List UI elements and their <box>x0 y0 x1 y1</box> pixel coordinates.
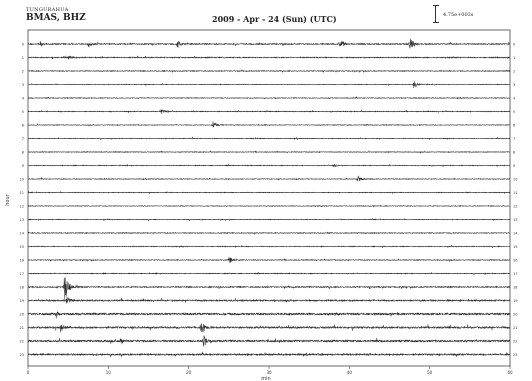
hour-tick-label-right: 3 <box>513 83 515 87</box>
trace-hour-6 <box>27 121 511 128</box>
hour-tick-label-right: 12 <box>513 205 517 209</box>
hour-tick-label-right: 10 <box>513 178 517 182</box>
hour-tick-label: 14 <box>20 232 25 236</box>
x-tick-label: 20 <box>186 370 192 375</box>
hour-tick-label: 22 <box>20 340 24 344</box>
hour-tick-label-right: 4 <box>513 97 516 101</box>
trace-group <box>27 38 511 358</box>
x-tick-label: 30 <box>266 370 272 375</box>
trace-hour-7 <box>27 136 511 141</box>
x-tick-label: 0 <box>27 370 30 375</box>
hour-tick-label-right: 20 <box>513 313 517 317</box>
hour-tick-label-right: 6 <box>513 124 515 128</box>
hour-tick-label-right: 23 <box>513 353 517 357</box>
trace-hour-11 <box>27 190 511 195</box>
hour-tick-label-right: 19 <box>513 299 517 303</box>
hour-tick-label: 4 <box>22 97 25 101</box>
trace-hour-5 <box>27 109 511 114</box>
hour-tick-label: 18 <box>20 286 24 290</box>
hour-tick-label-right: 21 <box>513 326 517 330</box>
hour-tick-label: 3 <box>22 83 24 87</box>
hour-tick-label-right: 7 <box>513 137 515 141</box>
hour-tick-label-right: 2 <box>513 70 515 74</box>
trace-hour-10 <box>27 175 511 182</box>
trace-hour-18 <box>27 277 511 300</box>
hour-tick-label: 20 <box>20 313 24 317</box>
plot-frame <box>27 29 511 367</box>
station-name: BMAS, BHZ <box>26 13 86 23</box>
hour-tick-label-right: 1 <box>513 56 515 60</box>
y-axis-label: hour <box>5 193 11 205</box>
hour-tick-label-right: 16 <box>513 259 517 263</box>
trace-hour-15 <box>27 244 511 249</box>
station-code: TUNGURAHUA <box>26 7 69 13</box>
x-axis-label: min <box>261 376 270 381</box>
trace-hour-1 <box>27 55 511 60</box>
trace-hour-23 <box>27 351 511 358</box>
hour-tick-label: 0 <box>22 43 24 47</box>
trace-hour-20 <box>27 311 511 319</box>
trace-hour-8 <box>27 149 511 154</box>
x-tick-label: 10 <box>106 370 112 375</box>
hour-tick-label: 17 <box>20 272 24 276</box>
hour-tick-label-right: 9 <box>513 164 515 168</box>
hour-tick-label: 19 <box>20 299 24 303</box>
hour-tick-label: 11 <box>20 191 24 195</box>
hour-tick-label: 16 <box>20 259 24 263</box>
scale-label: 4.75e+003s <box>443 12 474 18</box>
hour-tick-label-right: 22 <box>513 340 517 344</box>
x-tick-label: 40 <box>347 370 353 375</box>
amplitude-scale-bar <box>433 5 442 23</box>
trace-hour-9 <box>27 163 511 168</box>
hour-tick-label-right: 8 <box>513 151 515 155</box>
hour-tick-label: 12 <box>20 205 24 209</box>
trace-hour-4 <box>27 95 511 100</box>
hour-tick-label: 5 <box>22 110 24 114</box>
hour-tick-label: 15 <box>20 245 24 249</box>
x-tick-label: 60 <box>507 370 513 375</box>
hour-tick-label-right: 17 <box>513 272 517 276</box>
hour-tick-label-right: 15 <box>513 245 517 249</box>
trace-hour-13 <box>27 217 511 222</box>
hour-tick-label: 2 <box>22 70 24 74</box>
trace-hour-12 <box>27 204 511 208</box>
hour-tick-label: 9 <box>22 164 24 168</box>
trace-hour-2 <box>27 69 511 73</box>
hour-tick-label: 10 <box>20 178 24 182</box>
trace-hour-21 <box>27 323 511 333</box>
hour-tick-label: 6 <box>22 124 24 128</box>
hour-tick-label: 1 <box>22 56 24 60</box>
chart-title: 2009 - Apr - 24 (Sun) (UTC) <box>212 14 337 24</box>
hour-tick-label-right: 5 <box>513 110 515 114</box>
hour-tick-label-right: 11 <box>513 191 517 195</box>
hour-tick-label: 23 <box>20 353 24 357</box>
hour-tick-label: 13 <box>20 218 24 222</box>
trace-hour-0 <box>27 38 511 49</box>
trace-hour-22 <box>27 335 511 347</box>
x-tick-label: 50 <box>427 370 433 375</box>
trace-hour-14 <box>27 231 511 235</box>
hour-tick-label: 21 <box>20 326 24 330</box>
hour-tick-label: 7 <box>22 137 24 141</box>
trace-hour-19 <box>27 296 511 304</box>
trace-hour-17 <box>27 271 511 276</box>
hour-tick-label-right: 18 <box>513 286 517 290</box>
hour-tick-label-right: 13 <box>513 218 517 222</box>
hour-tick-label: 8 <box>22 151 24 155</box>
trace-hour-16 <box>27 257 511 263</box>
hour-tick-label-right: 14 <box>513 232 518 236</box>
trace-hour-3 <box>27 81 511 89</box>
hour-tick-label-right: 0 <box>513 43 515 47</box>
